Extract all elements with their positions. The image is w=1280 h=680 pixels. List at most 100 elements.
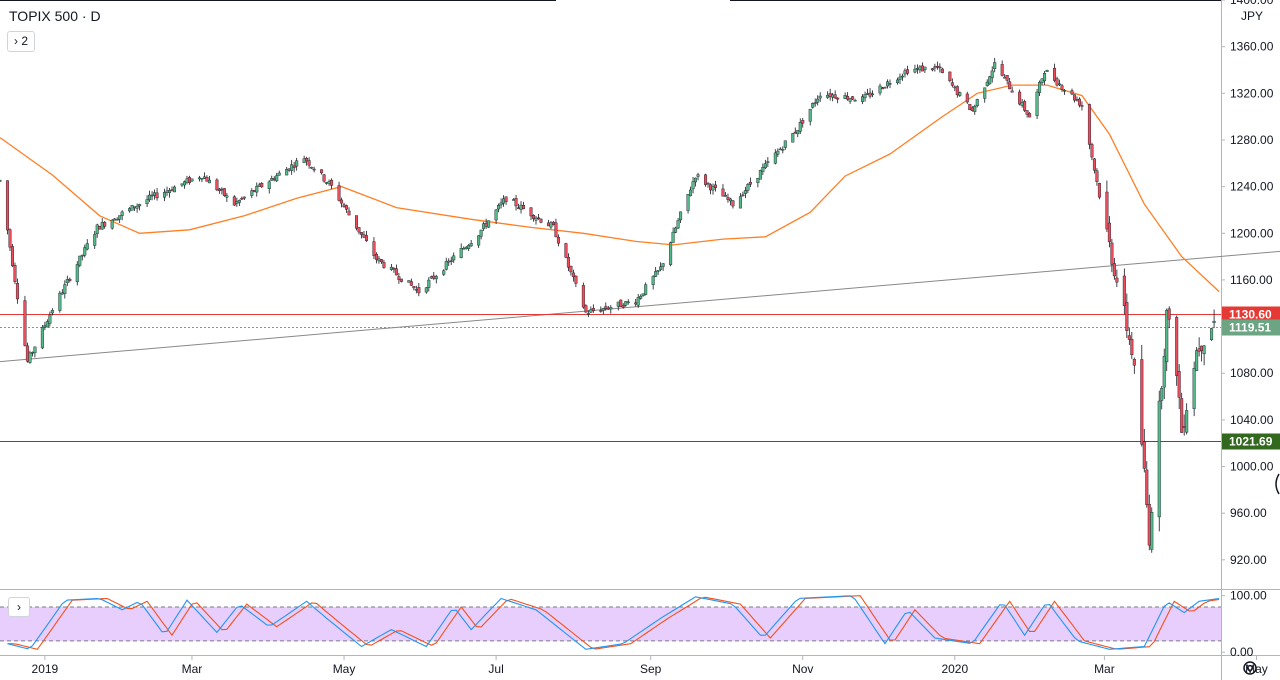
candle-body <box>958 92 962 96</box>
candle-body <box>135 205 139 209</box>
candle-body <box>30 352 34 354</box>
candle-body <box>669 242 673 265</box>
candle <box>10 244 14 268</box>
candle-body <box>1157 400 1161 518</box>
candle-body <box>23 300 27 346</box>
candle <box>469 239 473 247</box>
candle-body <box>1035 91 1039 116</box>
candle-body <box>155 192 159 199</box>
candle-body <box>676 220 680 229</box>
candle <box>1092 158 1096 174</box>
pane-legend-expand-button[interactable]: › <box>8 597 30 617</box>
candle <box>1210 327 1214 341</box>
candle-body <box>68 278 72 281</box>
candle-body <box>581 285 585 308</box>
candle <box>783 140 787 150</box>
time-tick-label: 2020 <box>941 662 968 676</box>
candle <box>863 91 867 102</box>
candle <box>609 305 613 314</box>
candle <box>818 92 822 102</box>
candle <box>619 299 623 307</box>
candle <box>1180 392 1184 433</box>
candle <box>843 92 847 100</box>
candle-body <box>713 184 717 188</box>
candle <box>240 196 244 200</box>
price-scale-drag-handle[interactable] <box>1273 472 1280 496</box>
candle <box>1200 345 1204 362</box>
candle <box>1005 75 1009 85</box>
candle-body <box>255 185 259 193</box>
candle <box>691 176 695 194</box>
candle <box>661 263 665 271</box>
candle-body <box>935 65 939 68</box>
candle-body <box>863 94 867 99</box>
candles-layer <box>0 57 1216 553</box>
candle-body <box>372 241 376 256</box>
candle <box>581 282 585 309</box>
candle-body <box>48 314 52 324</box>
candle-body <box>5 180 9 231</box>
candle-body <box>153 192 157 196</box>
candle <box>1160 385 1164 410</box>
candle <box>429 275 433 279</box>
candle <box>379 258 383 265</box>
candle-body <box>796 130 800 135</box>
candle-body <box>1182 426 1186 428</box>
settings-gear-icon[interactable] <box>1241 659 1259 677</box>
candle <box>601 307 605 315</box>
candle <box>187 175 191 185</box>
candle <box>641 293 645 297</box>
candle-body <box>728 198 732 202</box>
indicators-toggle-button[interactable]: › 2 <box>7 31 36 52</box>
symbol-title[interactable]: TOPIX 500 · D <box>9 8 101 24</box>
candle-body <box>569 265 573 273</box>
candle-body <box>878 85 882 94</box>
candle-body <box>447 260 451 263</box>
candle-body <box>444 261 448 270</box>
price-tick-label: 920.00 <box>1230 553 1267 567</box>
candle-body <box>237 199 241 203</box>
candle <box>920 62 924 72</box>
candle-body <box>853 100 857 102</box>
candle-body <box>626 301 630 304</box>
candle <box>1000 60 1004 77</box>
candle <box>447 258 451 267</box>
candle-body <box>325 182 329 184</box>
price-level-label: 1021.69 <box>1229 435 1273 449</box>
candle-body <box>709 184 713 191</box>
candle-body <box>591 308 595 311</box>
candle-body <box>1045 69 1049 72</box>
candle-body <box>1122 275 1126 306</box>
candle <box>397 272 401 284</box>
candle-body <box>970 107 974 111</box>
price-tick-label: 1040.00 <box>1230 413 1274 427</box>
candle-body <box>783 140 787 148</box>
candle-body <box>776 150 780 155</box>
candle <box>225 192 229 203</box>
candle <box>267 180 271 194</box>
candle-body <box>898 76 902 80</box>
candle <box>913 64 917 74</box>
candle-body <box>270 178 274 181</box>
candle-body <box>881 87 885 90</box>
candle-body <box>40 327 44 349</box>
price-tick-label: 1000.00 <box>1230 460 1274 474</box>
candle-body <box>242 196 246 199</box>
candle-body <box>484 222 488 227</box>
candle <box>900 73 904 81</box>
candle <box>200 177 204 183</box>
candle-body <box>374 253 378 260</box>
candle-body <box>469 243 473 247</box>
candle <box>669 241 673 267</box>
candle <box>923 66 927 73</box>
candle <box>60 289 64 295</box>
candle <box>93 230 97 249</box>
candle-body <box>292 165 296 168</box>
candle-body <box>452 255 456 261</box>
candle-body <box>28 352 32 363</box>
candle <box>584 304 588 313</box>
candle <box>275 172 279 182</box>
candle <box>933 63 937 72</box>
currency-label: JPY <box>1241 9 1263 23</box>
